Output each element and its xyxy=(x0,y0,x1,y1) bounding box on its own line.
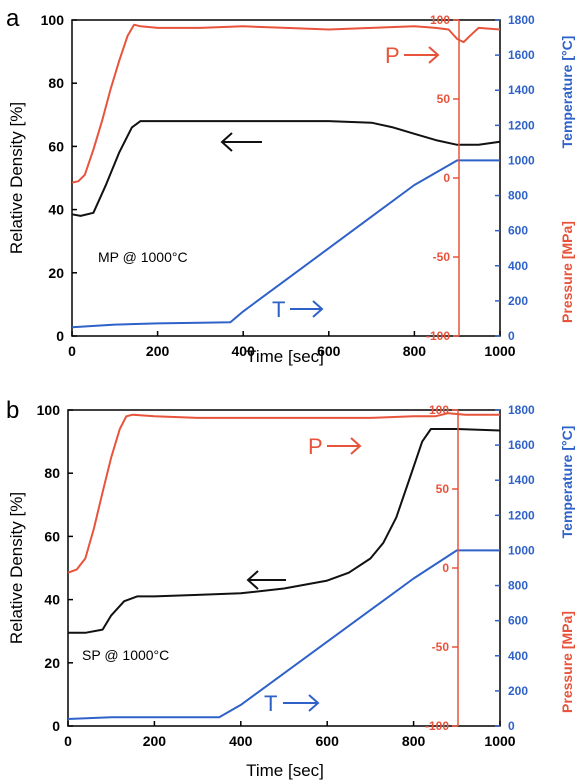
panel-a-series xyxy=(71,23,501,329)
temperature-tick-label: 1400 xyxy=(508,473,535,487)
temperature-tick-label: 400 xyxy=(508,649,528,663)
panel-a-plot-frame xyxy=(71,19,501,337)
panel-a-x-axis-title: Time [sec] xyxy=(246,347,324,366)
panel-b-temperature-label: T xyxy=(264,691,277,716)
temperature-tick-label: 400 xyxy=(508,259,528,273)
pressure-tick-label: 0 xyxy=(443,171,450,185)
temperature-tick-label: 1800 xyxy=(508,13,535,27)
temperature-tick-label: 1400 xyxy=(508,83,535,97)
temperature-tick-label: 600 xyxy=(508,614,528,628)
pressure-tick-label: -100 xyxy=(426,329,450,343)
temperature-tick-label: 1200 xyxy=(508,508,535,522)
temperature-tick-label: 200 xyxy=(508,294,528,308)
pressure-tick-label: -50 xyxy=(432,640,450,654)
x-tick-label: 800 xyxy=(403,343,427,359)
pressure-tick-label: 50 xyxy=(436,482,450,496)
panel-b: b 0 200 400 600 800 1000 0 20 40 60 80 100 0 200 400… xyxy=(6,397,575,780)
y-tick-label: 60 xyxy=(48,138,64,154)
temperature-tick-label: 200 xyxy=(508,684,528,698)
temperature-series-line xyxy=(71,159,500,329)
temperature-tick-label: 1000 xyxy=(508,543,535,557)
pressure-tick-label: 0 xyxy=(442,561,449,575)
temperature-tick-label: 1600 xyxy=(508,48,535,62)
panel-b-density-arrow xyxy=(246,570,286,590)
temperature-tick-label: 1000 xyxy=(508,153,535,167)
x-tick-label: 1000 xyxy=(484,343,515,359)
panel-b-temperature-arrow xyxy=(283,694,320,712)
panel-b-pressure-arrow xyxy=(327,437,362,455)
panel-a-letter: a xyxy=(6,5,20,32)
panel-a-temperature-arrow xyxy=(290,300,324,318)
temperature-series-line xyxy=(67,549,500,720)
panel-a-pressure-axis-title: Pressure [MPa] xyxy=(559,221,575,323)
panel-b-plot-frame xyxy=(67,409,501,727)
y-tick-label: 40 xyxy=(44,592,60,608)
relative-density-series-line xyxy=(71,120,501,217)
x-tick-label: 200 xyxy=(146,343,170,359)
panel-b-condition-label: SP @ 1000°C xyxy=(82,647,169,663)
panel-a-temperature-axis-title: Temperature [°C] xyxy=(559,36,575,149)
y-tick-label: 0 xyxy=(56,328,64,344)
panel-a-pressure-arrow xyxy=(404,46,440,64)
y-tick-label: 100 xyxy=(41,12,65,28)
x-tick-label: 400 xyxy=(229,733,253,749)
x-tick-label: 1000 xyxy=(484,733,515,749)
x-tick-label: 800 xyxy=(402,733,426,749)
x-tick-label: 600 xyxy=(317,343,341,359)
panel-a-y-ticks: 0 20 40 60 80 100 xyxy=(41,12,77,344)
panel-b-x-ticks: 0 200 400 600 800 1000 xyxy=(64,721,516,749)
x-tick-label: 600 xyxy=(316,733,340,749)
y-tick-label: 40 xyxy=(48,202,64,218)
panel-b-letter: b xyxy=(6,397,19,424)
y-tick-label: 80 xyxy=(48,75,64,91)
panel-b-pressure-axis-title: Pressure [MPa] xyxy=(559,611,575,713)
pressure-tick-label: 50 xyxy=(437,92,451,106)
panel-a-density-arrow xyxy=(220,132,262,152)
panel-a-x-ticks: 0 200 400 600 800 1000 xyxy=(68,331,516,359)
pressure-tick-label: -50 xyxy=(433,250,451,264)
panel-b-temperature-ticks: 0 200 400 600 800 1000 1200 1400 1600 1800 xyxy=(495,403,535,733)
x-tick-label: 400 xyxy=(232,343,256,359)
x-tick-label: 0 xyxy=(64,733,72,749)
panel-a-temperature-label: T xyxy=(272,297,285,322)
panel-a-condition-label: MP @ 1000°C xyxy=(98,249,188,265)
panel-b-x-axis-title: Time [sec] xyxy=(246,761,324,780)
temperature-tick-label: 0 xyxy=(508,719,515,733)
relative-density-series-line xyxy=(68,428,501,634)
panel-a-pressure-label: P xyxy=(385,43,400,68)
temperature-tick-label: 800 xyxy=(508,189,528,203)
panel-b-temperature-axis-title: Temperature [°C] xyxy=(559,426,575,539)
panel-b-y-ticks: 0 20 40 60 80 100 xyxy=(37,402,73,734)
temperature-tick-label: 1200 xyxy=(508,118,535,132)
panel-a-y-axis-title: Relative Density [%] xyxy=(7,102,26,254)
temperature-tick-label: 0 xyxy=(508,329,515,343)
x-tick-label: 0 xyxy=(68,343,76,359)
panel-a-pressure-ticks: -100 -50 0 50 100 xyxy=(426,13,459,343)
y-tick-label: 20 xyxy=(48,265,64,281)
pressure-tick-label: -100 xyxy=(425,719,449,733)
x-tick-label: 200 xyxy=(143,733,167,749)
temperature-tick-label: 600 xyxy=(508,224,528,238)
panel-b-pressure-label: P xyxy=(308,434,323,459)
y-tick-label: 0 xyxy=(52,718,60,734)
temperature-tick-label: 800 xyxy=(508,579,528,593)
panel-b-series xyxy=(67,412,501,720)
pressure-tick-label: 100 xyxy=(430,13,450,27)
y-tick-label: 60 xyxy=(44,528,60,544)
y-tick-label: 80 xyxy=(44,465,60,481)
pressure-series-line xyxy=(67,412,500,574)
panel-a-temperature-ticks: 0 200 400 600 800 1000 1200 1400 1600 1800 xyxy=(495,13,535,343)
temperature-tick-label: 1600 xyxy=(508,438,535,452)
y-tick-label: 20 xyxy=(44,655,60,671)
panel-b-y-axis-title: Relative Density [%] xyxy=(7,492,26,644)
temperature-tick-label: 1800 xyxy=(508,403,535,417)
y-tick-label: 100 xyxy=(37,402,61,418)
